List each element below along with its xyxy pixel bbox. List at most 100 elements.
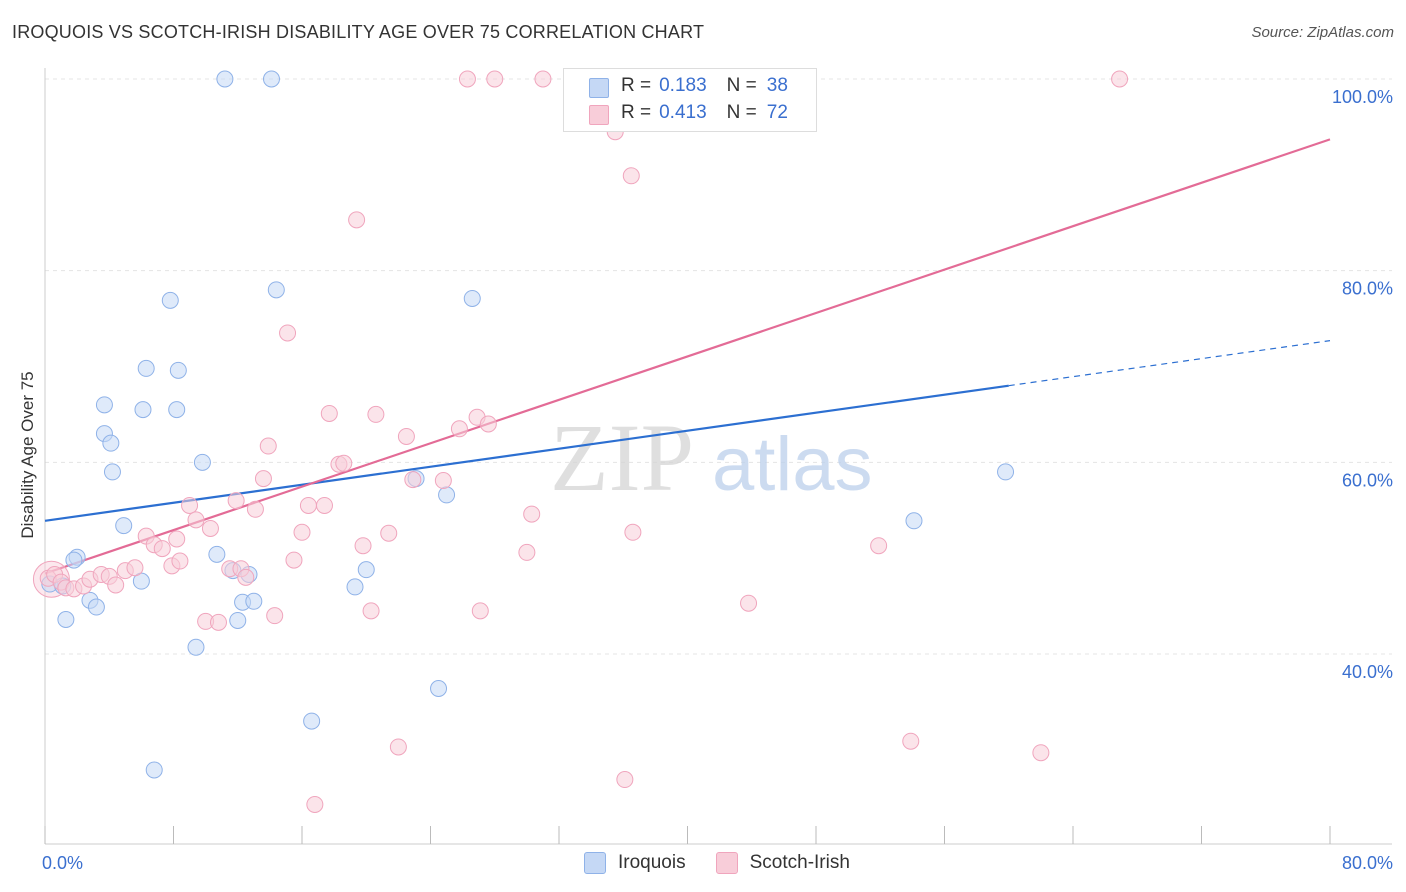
point-iroquois — [95, 396, 113, 414]
point-scotch-irish — [187, 511, 205, 529]
chart-source: Source: ZipAtlas.com — [1251, 24, 1394, 41]
point-iroquois — [997, 463, 1015, 481]
y-tick-label: 60.0% — [1342, 470, 1393, 490]
legend-n-label: N = — [726, 102, 757, 123]
legend-label-iroquois: Iroquois — [618, 852, 686, 873]
point-scotch-irish — [266, 607, 284, 625]
y-axis-label: Disability Age Over 75 — [18, 371, 37, 539]
y-tick-label: 80.0% — [1342, 279, 1393, 299]
legend-r-label: R = — [621, 75, 652, 96]
point-iroquois — [169, 361, 187, 379]
point-iroquois — [193, 453, 211, 471]
point-scotch-irish — [902, 732, 920, 750]
point-scotch-irish — [306, 795, 324, 813]
point-iroquois — [103, 463, 121, 481]
point-scotch-irish — [362, 602, 380, 620]
stats-legend: R = 0.183 N = 38 R = 0.413 N = 72 — [563, 68, 817, 132]
point-scotch-irish — [380, 524, 398, 542]
point-iroquois — [430, 680, 448, 697]
legend-n-value: 38 — [766, 75, 788, 96]
point-iroquois — [262, 70, 280, 88]
point-scotch-irish — [622, 167, 640, 185]
point-iroquois — [357, 561, 375, 579]
point-iroquois — [168, 401, 186, 419]
point-iroquois — [134, 401, 152, 419]
point-scotch-irish — [171, 552, 189, 570]
point-scotch-irish — [126, 559, 144, 577]
legend-r-value: 0.183 — [659, 75, 707, 96]
point-scotch-irish — [523, 505, 541, 523]
point-iroquois — [145, 761, 163, 779]
legend-item-iroquois: Iroquois — [584, 852, 686, 874]
point-scotch-irish — [285, 551, 303, 569]
legend-n-value: 72 — [766, 102, 788, 123]
watermark-atlas: atlas — [712, 422, 873, 507]
point-scotch-irish — [227, 492, 245, 510]
point-scotch-irish — [279, 324, 297, 342]
point-scotch-irish — [397, 427, 415, 445]
point-scotch-irish — [458, 70, 476, 88]
point-scotch-irish — [168, 530, 186, 548]
point-iroquois — [229, 611, 247, 629]
legend-item-scotch-irish: Scotch-Irish — [715, 852, 850, 874]
trendlines — [44, 138, 1331, 575]
point-scotch-irish — [299, 496, 317, 514]
chart-title: IROQUOIS VS SCOTCH-IRISH DISABILITY AGE … — [12, 22, 705, 42]
point-scotch-irish — [348, 211, 366, 229]
point-iroquois — [463, 289, 481, 307]
point-scotch-irish — [354, 537, 372, 555]
point-scotch-irish — [616, 771, 634, 789]
trendline-extension-iroquois — [1008, 340, 1331, 387]
point-scotch-irish — [450, 420, 468, 438]
point-scotch-irish — [471, 602, 489, 620]
point-scotch-irish — [293, 523, 311, 541]
point-iroquois — [267, 281, 285, 299]
point-scotch-irish — [740, 594, 758, 612]
point-iroquois — [303, 712, 321, 730]
x-tick-label: 80.0% — [1342, 853, 1393, 873]
point-scotch-irish — [367, 405, 385, 423]
point-iroquois — [137, 359, 155, 377]
legend-swatch-iroquois — [584, 852, 606, 874]
point-iroquois — [102, 434, 120, 452]
point-iroquois — [346, 578, 364, 596]
watermark-zip: ZIP — [550, 404, 694, 511]
point-iroquois — [87, 598, 105, 616]
point-iroquois — [187, 638, 205, 656]
legend-swatch-scotch-irish — [715, 852, 738, 874]
point-iroquois — [216, 70, 234, 88]
x-tick-label: 0.0% — [42, 853, 83, 873]
axes — [44, 68, 1392, 845]
legend-r-label: R = — [621, 102, 652, 123]
point-scotch-irish — [209, 613, 227, 631]
point-scotch-irish — [1032, 744, 1050, 762]
legend-n-label: N = — [726, 75, 757, 96]
point-iroquois — [65, 551, 83, 569]
legend-swatch-scotch-irish — [589, 105, 609, 125]
legend-label-scotch-irish: Scotch-Irish — [749, 852, 850, 873]
y-tick-labels: 100.0% 80.0% 60.0% 40.0% — [1332, 87, 1393, 682]
points — [32, 70, 1129, 813]
y-tick-label: 40.0% — [1342, 662, 1393, 682]
point-scotch-irish — [870, 537, 888, 555]
point-scotch-irish — [153, 540, 171, 558]
point-scotch-irish — [259, 437, 277, 455]
point-iroquois — [245, 592, 263, 610]
point-scotch-irish — [201, 519, 219, 537]
legend-r-value: 0.413 — [659, 102, 707, 123]
point-iroquois — [905, 512, 923, 530]
point-scotch-irish — [479, 415, 497, 433]
point-scotch-irish — [181, 496, 199, 514]
series-legend: Iroquois Scotch-Irish — [584, 852, 880, 874]
point-scotch-irish — [486, 70, 504, 88]
point-scotch-irish — [534, 70, 552, 88]
point-scotch-irish — [1111, 70, 1129, 88]
point-scotch-irish — [107, 576, 125, 594]
legend-swatch-iroquois — [589, 78, 609, 98]
point-scotch-irish — [237, 568, 255, 586]
point-scotch-irish — [320, 404, 338, 422]
point-scotch-irish — [624, 523, 642, 541]
point-scotch-irish — [315, 496, 333, 514]
x-tick-labels: 0.0% 80.0% — [42, 853, 1393, 873]
